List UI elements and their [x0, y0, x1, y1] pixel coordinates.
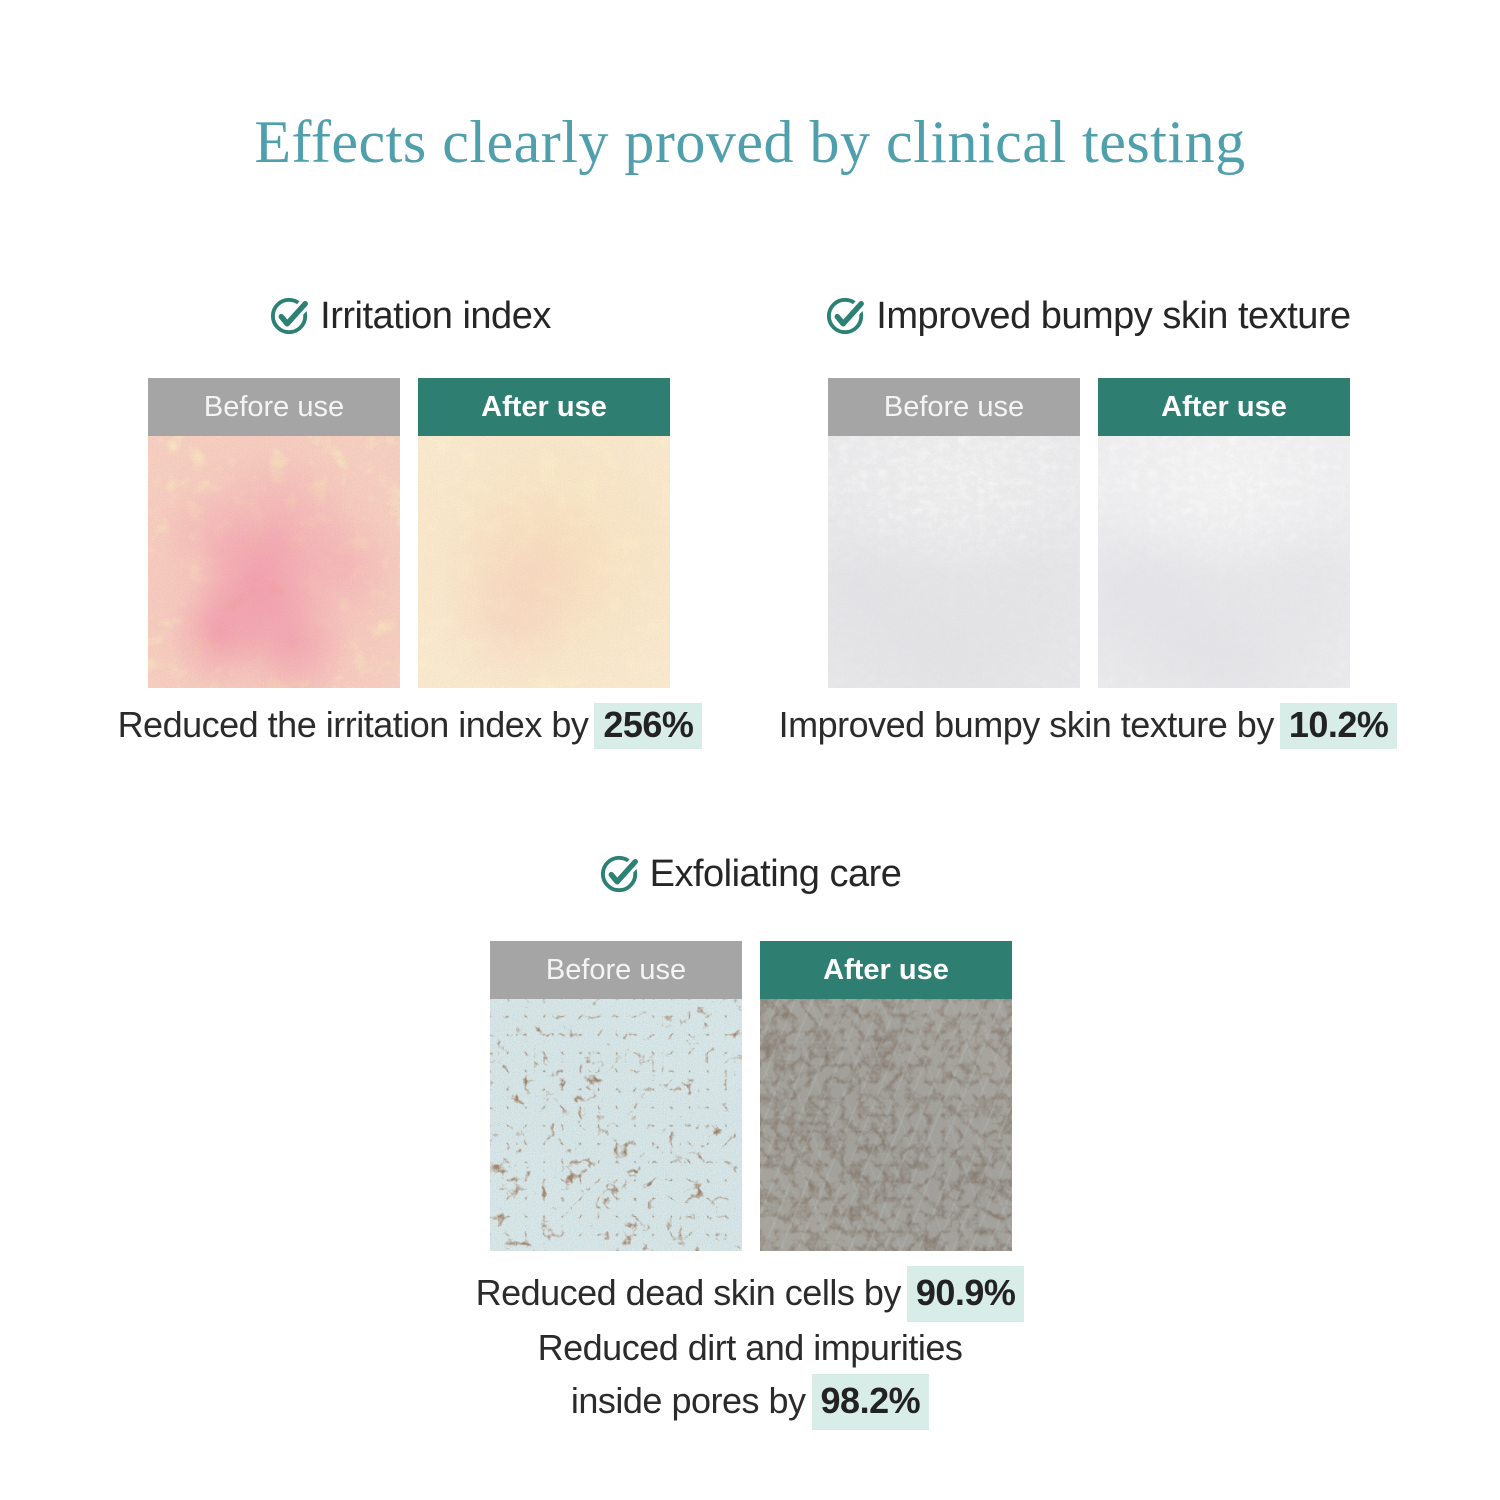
caption-irritation: Reduced the irritation index by 256% — [60, 703, 760, 749]
before-card: Before use — [490, 941, 742, 1251]
after-label: After use — [418, 378, 670, 436]
before-after-pair-exfoliating: Before use After use — [490, 941, 1012, 1251]
page-title: Effects clearly proved by clinical testi… — [254, 109, 1246, 175]
check-circle-icon — [825, 294, 869, 338]
section-header-irritation: Irritation index — [110, 294, 710, 338]
caption-text: Reduced dead skin cells by — [475, 1272, 902, 1313]
caption-text: inside pores by — [570, 1380, 806, 1421]
before-after-pair-bumpy: Before use After use — [828, 378, 1350, 688]
irritation-before-photo — [148, 436, 400, 688]
caption-text: Reduced dirt and impurities — [537, 1327, 963, 1368]
section-title: Improved bumpy skin texture — [876, 294, 1351, 337]
before-after-pair-irritation: Before use After use — [148, 378, 670, 688]
exfoliating-before-photo — [490, 999, 742, 1251]
caption-bumpy: Improved bumpy skin texture by 10.2% — [738, 703, 1438, 749]
check-circle-icon — [599, 852, 643, 896]
after-label: After use — [760, 941, 1012, 999]
caption-text: Improved bumpy skin texture by — [778, 704, 1275, 745]
caption-line: inside pores by 98.2% — [300, 1374, 1200, 1430]
before-card: Before use — [148, 378, 400, 688]
before-label: Before use — [148, 378, 400, 436]
caption-text: Reduced the irritation index by — [117, 704, 589, 745]
caption-value-highlight: 90.9% — [906, 1266, 1025, 1322]
before-label: Before use — [490, 941, 742, 999]
exfoliating-after-photo — [760, 999, 1012, 1251]
caption-exfoliating: Reduced dead skin cells by 90.9% Reduced … — [300, 1266, 1200, 1430]
before-card: Before use — [828, 378, 1080, 688]
before-label: Before use — [828, 378, 1080, 436]
after-label: After use — [1098, 378, 1350, 436]
after-card: After use — [760, 941, 1012, 1251]
caption-value-highlight: 10.2% — [1279, 703, 1398, 749]
section-header-exfoliating: Exfoliating care — [450, 852, 1050, 896]
after-card: After use — [418, 378, 670, 688]
section-title: Exfoliating care — [649, 852, 902, 895]
caption-line: Reduced dead skin cells by 90.9% — [300, 1266, 1200, 1322]
bumpy-before-photo — [828, 436, 1080, 688]
irritation-after-photo — [418, 436, 670, 688]
caption-value-highlight: 98.2% — [811, 1374, 930, 1430]
section-title: Irritation index — [320, 294, 551, 337]
caption-value-highlight: 256% — [594, 703, 703, 749]
section-header-bumpy: Improved bumpy skin texture — [788, 294, 1388, 338]
caption-line: Reduced dirt and impurities — [300, 1322, 1200, 1374]
after-card: After use — [1098, 378, 1350, 688]
check-circle-icon — [269, 294, 313, 338]
bumpy-after-photo — [1098, 436, 1350, 688]
